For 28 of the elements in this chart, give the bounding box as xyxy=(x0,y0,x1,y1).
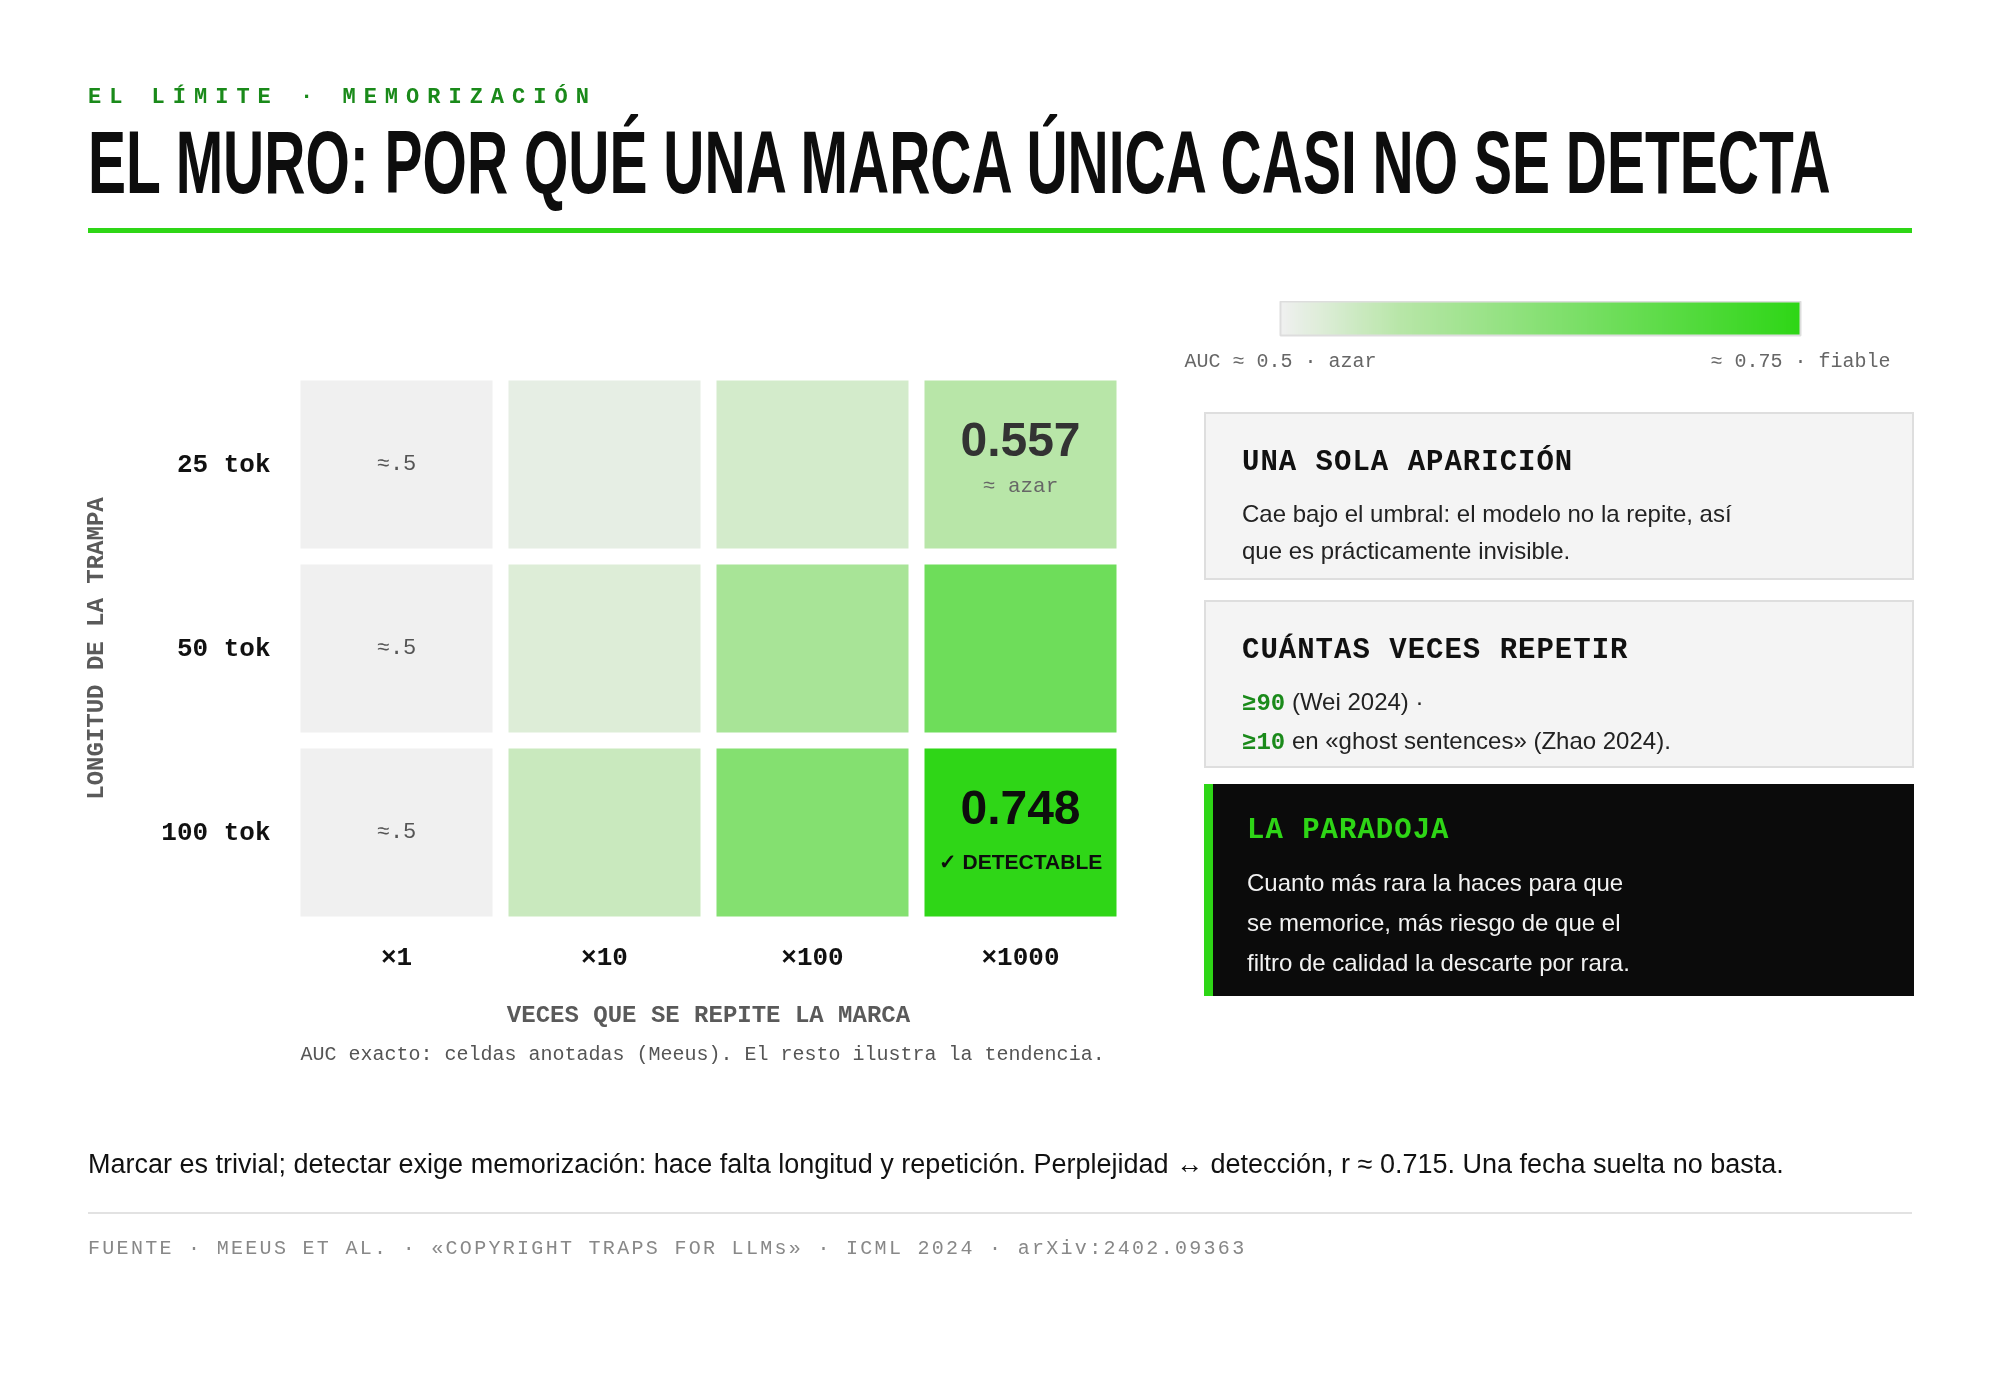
data-label: ≈.5 xyxy=(376,820,417,845)
y-tick-label: 100 tok xyxy=(161,817,271,848)
y-axis-title: LONGITUD DE LA TRAMPA xyxy=(83,496,111,800)
text: LA PARADOJA xyxy=(1247,813,1451,849)
text: AUC exacto: celdas anotadas (Meeus). El resto ilustra la tendencia. xyxy=(300,1042,1105,1066)
color-bar-label: ≈ 0.75 · fiable xyxy=(1710,349,1891,373)
y-tick-label: 50 tok xyxy=(176,633,271,664)
data-label: ≈.5 xyxy=(376,452,417,477)
text: ≥90 (Wei 2024) · xyxy=(1242,687,1425,720)
text: Cuanto más rara la haces para que se memorice, más riesgo de que el filtro de calidad la descarte por rara. xyxy=(1247,868,1631,979)
x-tick-label: ×10 xyxy=(581,942,628,973)
data-label: ≈.5 xyxy=(376,636,417,661)
data-label: 0.748 ✓ DETECTABLE xyxy=(938,781,1103,874)
y-tick-label: 25 tok xyxy=(176,449,271,480)
data-label: 0.557 ≈ azar xyxy=(960,413,1081,499)
text: CUÁNTAS VECES REPETIR xyxy=(1242,632,1630,669)
chart-subtitle: EL LÍMITE · MEMORIZACIÓN xyxy=(88,83,597,112)
source-note: FUENTE · MEEUS ET AL. · «COPYRIGHT TRAPS FOR LLMs» · ICML 2024 · arXiv:2402.09363 xyxy=(88,1236,1247,1262)
text: ≥10 en «ghost sentences» (Zhao 2024). xyxy=(1242,726,1672,759)
color-bar-label: AUC ≈ 0.5 · azar xyxy=(1184,349,1377,373)
x-axis-title: VECES QUE SE REPITE LA MARCA xyxy=(506,1001,911,1029)
x-tick-label: ×100 xyxy=(781,942,844,973)
x-tick-label: ×1000 xyxy=(981,942,1060,973)
text: UNA SOLA APARICIÓN xyxy=(1242,444,1575,481)
chart-title: EL MURO: POR QUÉ UNA MARCA ÚNICA CASI NO SE DETECTA xyxy=(88,112,1831,212)
text: Marcar es trivial; detectar exige memorización: hace falta longitud y repetición. Perplejidad ↔ detección, r ≈ 0.715. Una fecha suelta no basta. xyxy=(88,1148,1784,1181)
x-tick-label: ×1 xyxy=(380,942,413,973)
text: Cae bajo el umbral: el modelo no la repite, así que es prácticamente invisible. xyxy=(1242,499,1733,567)
